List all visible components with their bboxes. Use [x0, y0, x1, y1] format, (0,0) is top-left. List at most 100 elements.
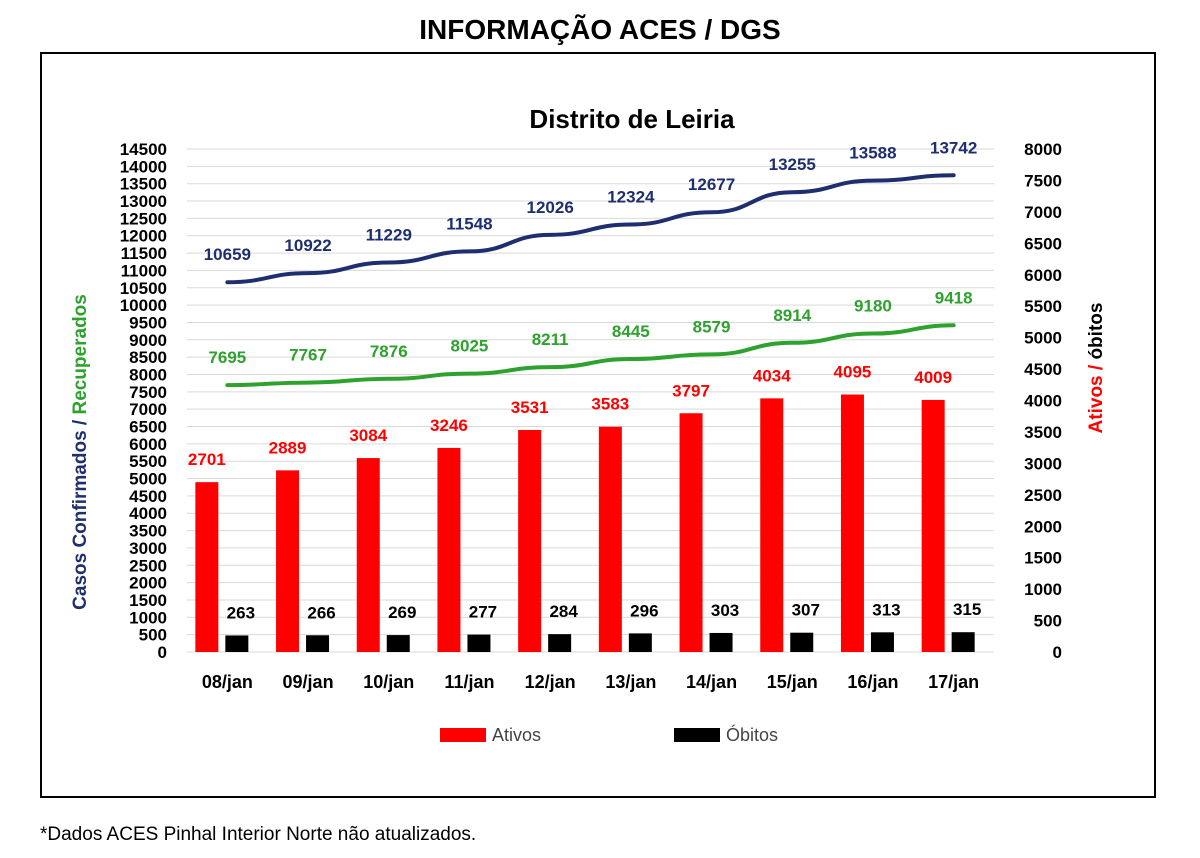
data-label-confirmados: 12026 — [527, 198, 574, 217]
bar-ativos — [921, 399, 945, 652]
lines — [225, 173, 956, 388]
left-axis-title-part2: Recuperados — [70, 294, 91, 414]
category-labels: 08/jan 09/jan 10/jan 11/jan 12/jan 13/jan 14/j… — [202, 672, 979, 692]
legend-label: Ativos — [492, 725, 541, 745]
bar-obitos — [870, 632, 894, 652]
category-label: 09/jan — [283, 672, 334, 692]
bar-ativos — [356, 458, 380, 652]
bar-obitos — [386, 635, 410, 652]
right-tick-label: 1000 — [1024, 580, 1062, 599]
left-tick-label: 4000 — [129, 504, 167, 523]
right-axis-title-part2: óbitos — [1086, 303, 1107, 360]
data-label-recuperados: 8914 — [773, 306, 811, 325]
page-title: INFORMAÇÃO ACES / DGS — [419, 14, 781, 45]
bar-ativos — [195, 482, 219, 652]
right-tick-label: 7500 — [1024, 171, 1062, 190]
chart-title: Distrito de Leiria — [529, 104, 735, 134]
left-tick-label: 1500 — [129, 591, 167, 610]
right-tick-label: 2500 — [1024, 486, 1062, 505]
data-label-obitos: 269 — [388, 603, 416, 622]
bar-ativos — [437, 447, 461, 652]
left-tick-label: 5000 — [129, 470, 167, 489]
left-axis-ticks: 0500100015002000250030003500400045005000… — [120, 140, 167, 662]
bar-obitos — [628, 633, 652, 652]
data-label-recuperados: 8211 — [532, 330, 569, 349]
left-tick-label: 11000 — [121, 261, 167, 280]
bar-ativos — [276, 470, 300, 652]
bar-obitos — [951, 632, 975, 652]
data-label-recuperados: 9180 — [854, 297, 892, 316]
chart-frame: Distrito de Leiria 0 500 1000 1500 2000 2500 3… — [40, 52, 1156, 798]
bar-obitos — [225, 635, 249, 652]
left-tick-label: 14500 — [120, 140, 167, 159]
left-tick-label: 6500 — [129, 418, 167, 437]
data-label-confirmados: 11229 — [366, 225, 412, 244]
left-tick-label: 6000 — [129, 435, 167, 454]
data-label-ativos: 3084 — [349, 426, 387, 445]
right-axis-title: Ativos / óbitos — [1086, 303, 1107, 434]
left-tick-label: 2000 — [129, 574, 167, 593]
right-tick-label: 5500 — [1024, 297, 1062, 316]
left-tick-label: 7500 — [129, 383, 167, 402]
bar-obitos — [467, 634, 491, 652]
right-tick-label: 1500 — [1024, 549, 1062, 568]
bar-ativos — [840, 394, 864, 652]
data-label-recuperados: 9418 — [935, 288, 973, 307]
bar-ativos — [598, 426, 622, 652]
right-tick-label: 6000 — [1024, 266, 1062, 285]
data-label-ativos: 3797 — [672, 381, 710, 400]
data-label-ativos: 3246 — [430, 416, 468, 435]
data-label-recuperados: 7695 — [208, 348, 246, 367]
data-label-obitos: 277 — [469, 603, 497, 622]
left-tick-label: 9500 — [129, 313, 167, 332]
right-tick-label: 4000 — [1024, 392, 1062, 411]
data-label-obitos: 313 — [872, 600, 900, 619]
data-label-ativos: 4009 — [914, 368, 952, 387]
category-label: 12/jan — [525, 672, 576, 692]
left-tick-label: 12000 — [120, 227, 167, 246]
legend-swatch — [674, 728, 720, 742]
data-label-confirmados: 12324 — [607, 187, 655, 206]
category-label: 16/jan — [847, 672, 898, 692]
bar-obitos — [790, 632, 814, 652]
bar-ativos — [760, 398, 784, 652]
data-label-ativos: 2701 — [188, 450, 226, 469]
footnote: *Dados ACES Pinhal Interior Norte não at… — [40, 824, 477, 845]
data-label-obitos: 263 — [227, 603, 255, 622]
right-tick-label: 3000 — [1024, 454, 1062, 473]
data-label-confirmados: 10922 — [284, 236, 331, 255]
data-label-recuperados: 8579 — [693, 317, 731, 336]
data-label-recuperados: 7876 — [370, 342, 408, 361]
left-tick-label: 10500 — [120, 279, 167, 298]
category-label: 11/jan — [444, 672, 494, 692]
left-tick-label: 3500 — [129, 522, 167, 541]
category-label: 15/jan — [767, 672, 818, 692]
bars — [195, 394, 975, 652]
data-label-ativos: 3531 — [511, 398, 549, 417]
data-label-obitos: 284 — [549, 602, 578, 621]
left-tick-label: 8000 — [129, 365, 167, 384]
bar-obitos — [548, 634, 572, 652]
data-label-obitos: 296 — [630, 601, 658, 620]
bar-obitos — [306, 635, 330, 652]
category-label: 08/jan — [202, 672, 253, 692]
left-axis-title: Casos Confirmados / Recuperados — [70, 294, 91, 610]
right-tick-label: 0 — [1053, 643, 1062, 662]
left-tick-label: 11500 — [121, 244, 167, 263]
right-axis-title-separator: / — [1086, 360, 1107, 376]
data-labels: 2701 2889 3084 3246 3531 3583 3797 4034 4095 4009… — [188, 138, 981, 622]
right-tick-label: 5000 — [1024, 329, 1062, 348]
data-label-ativos: 4034 — [753, 366, 791, 385]
bar-ativos — [518, 429, 542, 652]
left-tick-label: 13000 — [120, 192, 167, 211]
bar-ativos — [679, 413, 703, 652]
data-label-confirmados: 13742 — [930, 138, 977, 157]
data-label-ativos: 2889 — [269, 438, 307, 457]
right-axis-title-part1: Ativos — [1086, 375, 1107, 433]
bar-obitos — [709, 632, 733, 652]
left-tick-label: 10000 — [120, 296, 167, 315]
right-tick-label: 500 — [1034, 612, 1062, 631]
right-tick-label: 2000 — [1024, 517, 1062, 536]
category-label: 13/jan — [605, 672, 656, 692]
left-axis-title-part1: Casos Confirmados — [70, 430, 91, 609]
